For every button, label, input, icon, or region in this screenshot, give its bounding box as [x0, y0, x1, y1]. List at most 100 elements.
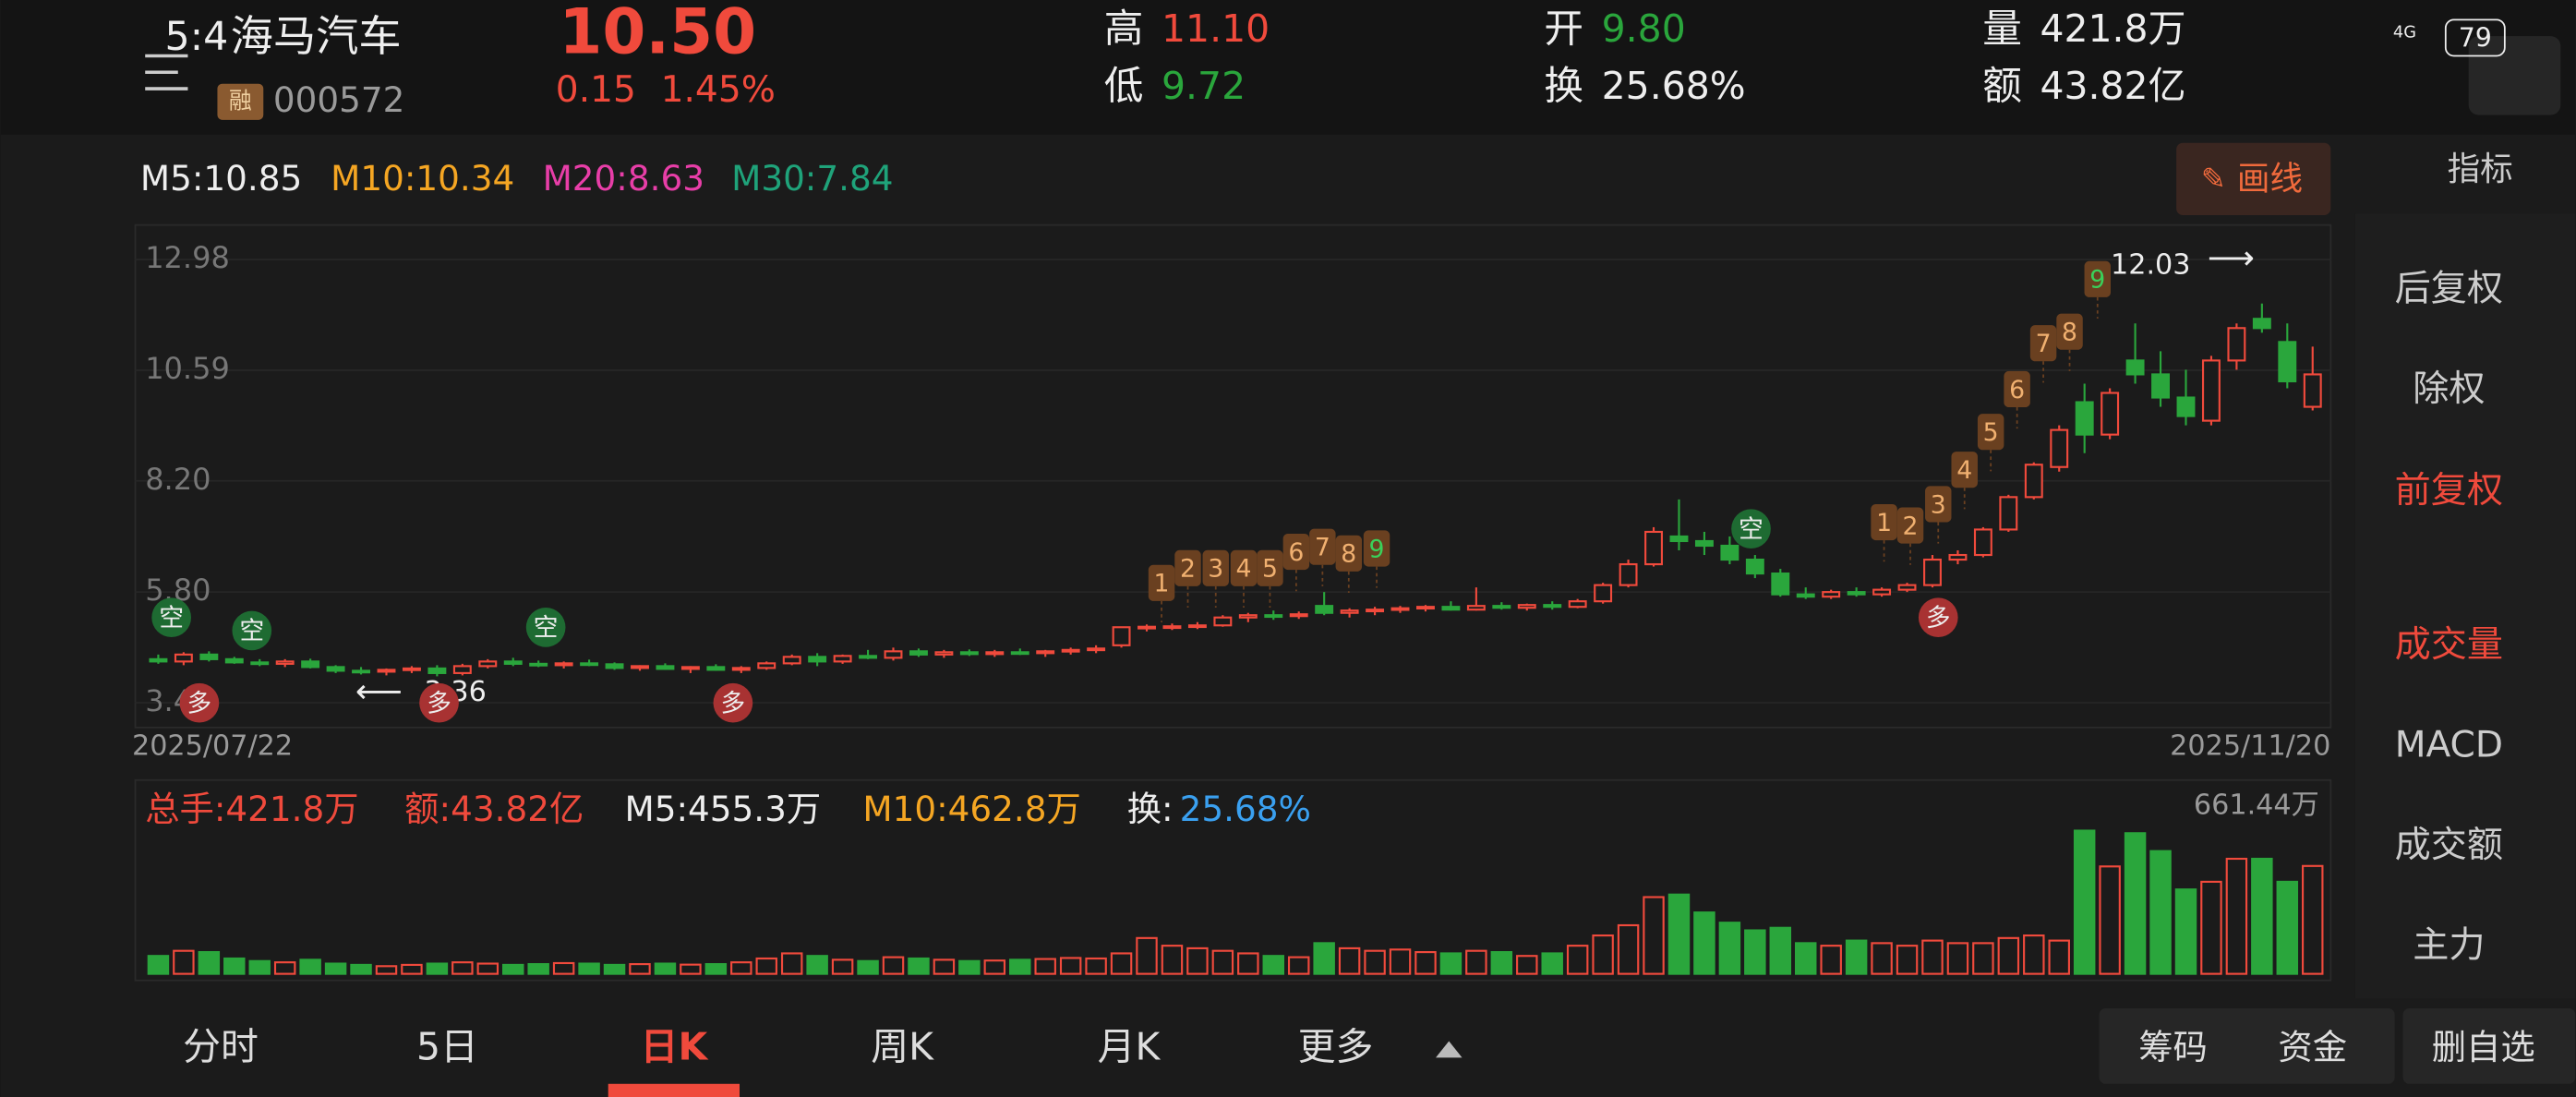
candle-body	[1568, 600, 1587, 609]
candle-body	[2278, 341, 2297, 383]
candle-body	[605, 663, 624, 669]
candle-body	[1264, 614, 1283, 619]
draw-button-label[interactable]: 画线	[2237, 161, 2303, 199]
tab[interactable]: 更多	[1298, 1024, 1374, 1068]
volume-bar	[1921, 939, 1944, 975]
volume-bar	[1237, 952, 1259, 975]
volume-legend: 总手:421.8万	[145, 789, 358, 829]
candle-body	[174, 653, 193, 663]
volume-bar	[1110, 952, 1133, 975]
side-menu-item[interactable]: 成交量	[2395, 624, 2503, 666]
indicator-button[interactable]: 指标	[2448, 151, 2513, 188]
volume-bar	[1262, 955, 1285, 975]
candle-body	[959, 651, 979, 656]
volume-tick-label: 661.44万	[2194, 790, 2319, 822]
volume-bar	[1186, 946, 1209, 975]
long-signal-bg	[713, 682, 753, 723]
volume-bar	[1516, 955, 1538, 975]
side-menu-item[interactable]: 除权	[2413, 368, 2485, 410]
side-menu-item[interactable]: 前复权	[2395, 470, 2503, 512]
side-buttons[interactable]	[2099, 1007, 2395, 1084]
count-badge	[1282, 533, 1310, 571]
candle-body	[859, 655, 878, 659]
price: 10.50	[559, 0, 756, 68]
volume-bar	[2200, 880, 2222, 975]
candle-body	[680, 666, 700, 670]
volume-bar	[831, 958, 854, 975]
amount-value: 43.82亿	[2040, 64, 2186, 108]
candle-body	[250, 661, 270, 666]
count-badge	[1257, 549, 1283, 586]
high-note: 12.03	[2111, 249, 2191, 282]
tab[interactable]: 分时	[183, 1024, 259, 1068]
candle-body	[580, 662, 599, 667]
long-signal: 多	[721, 689, 746, 717]
candle-body	[301, 660, 320, 669]
volume-bar	[1566, 945, 1589, 975]
volume-bar	[2124, 832, 2147, 975]
count-label: 3	[1931, 490, 1946, 519]
draw-button[interactable]	[2176, 142, 2331, 215]
candle-body	[1187, 624, 1207, 629]
candle-body	[884, 650, 903, 659]
tab[interactable]: 日K	[641, 1024, 709, 1068]
ma-label: M20:8.63	[543, 158, 704, 199]
low-value: 9.72	[1162, 64, 1246, 108]
volume-bar	[248, 959, 271, 975]
candle-body	[1973, 528, 1992, 557]
volume-bar	[1364, 949, 1386, 975]
volume-bar	[1592, 934, 1614, 975]
volume-bar	[1287, 956, 1310, 975]
volume-bar	[1059, 957, 1082, 975]
volume-bar	[1972, 942, 1994, 975]
volume-bar	[1946, 942, 1969, 975]
long-signal: 多	[187, 689, 212, 717]
volume-bar	[933, 958, 956, 975]
side-menu-item[interactable]: 主力	[2413, 925, 2485, 967]
short-signal: 空	[534, 614, 559, 643]
side-menu-item[interactable]: 后复权	[2395, 268, 2503, 309]
volume-bar	[552, 961, 575, 975]
candle-body	[402, 667, 421, 671]
volume-bar	[1389, 948, 1412, 975]
count-badge	[1363, 530, 1390, 567]
candle-body	[2252, 318, 2271, 330]
volume-bar	[1009, 958, 1031, 975]
bottom-button[interactable]: 筹码	[2138, 1027, 2208, 1067]
long-signal-bg	[419, 682, 459, 723]
short-signal-bg	[525, 608, 566, 647]
candle-body	[1872, 588, 1892, 596]
volume-bar	[1136, 936, 1158, 975]
volume-bar	[2048, 939, 2070, 975]
turnover-value: 25.68%	[1602, 64, 1746, 108]
volume-bar	[1338, 946, 1361, 975]
volume-legend: M5:455.3万	[625, 789, 822, 829]
volume-bar	[2099, 865, 2121, 975]
candle-body	[656, 665, 675, 670]
side-menu-item[interactable]: MACD	[2395, 725, 2503, 766]
candle-body	[149, 657, 168, 663]
count-label: 4	[1956, 456, 1972, 485]
bottom-button[interactable]: 删自选	[2432, 1027, 2535, 1067]
candle-body	[2201, 359, 2221, 422]
tab[interactable]: 周K	[871, 1024, 934, 1068]
y-tick-label: 10.59	[145, 351, 230, 386]
candle-body	[1517, 604, 1536, 609]
volume-bar	[704, 963, 728, 975]
volume-bar	[147, 955, 170, 975]
candle-body	[1897, 584, 1917, 591]
watchlist-button[interactable]	[2402, 1007, 2576, 1084]
short-signal-bg	[1731, 509, 1771, 548]
side-menu-item[interactable]: 成交额	[2395, 825, 2503, 866]
bottom-button[interactable]: 资金	[2278, 1027, 2347, 1067]
volume-bar	[1845, 939, 1868, 975]
count-label: 8	[2062, 319, 2077, 347]
volume-legend: M10:462.8万	[862, 789, 1080, 829]
tab[interactable]: 月K	[1098, 1024, 1162, 1068]
volume-bar	[1085, 957, 1107, 975]
candle-body	[1847, 591, 1866, 596]
kline-frame	[134, 223, 2332, 729]
volume-bar	[350, 963, 372, 975]
tab[interactable]: 5日	[416, 1024, 478, 1068]
volume-legend: 换:	[1127, 789, 1174, 829]
